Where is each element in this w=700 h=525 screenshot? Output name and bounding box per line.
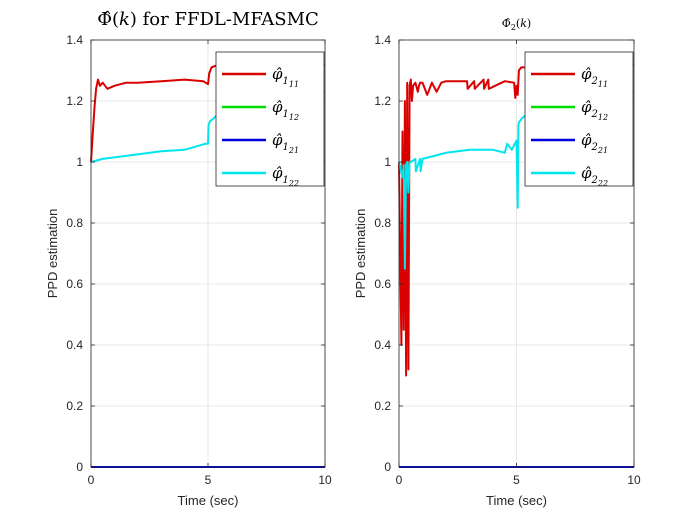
legend-label: φ̂212 [581, 98, 608, 122]
y-tick-label: 0.2 [66, 399, 83, 413]
x-tick-label: 5 [513, 473, 520, 487]
y-tick-label: 0 [76, 460, 83, 474]
y-tick-label: 1 [76, 155, 83, 169]
chart-title: Φ̂(k) for FFDL-MFASMC [97, 9, 319, 30]
x-tick-label: 5 [205, 473, 212, 487]
series-line-1-11 [90, 63, 325, 163]
y-tick-label: 0.6 [374, 277, 391, 291]
legend-label: φ̂211 [581, 65, 608, 89]
y-axis-label: PPD estimation [353, 209, 368, 299]
y-tick-label: 0.8 [66, 216, 83, 230]
legend-box [524, 51, 634, 187]
y-tick-label: 1.2 [66, 94, 83, 108]
y-tick-label: 0.4 [66, 338, 83, 352]
legend-label: φ̂221 [581, 131, 608, 155]
legend-label: φ̂222 [581, 164, 608, 188]
x-tick-label: 10 [627, 473, 641, 487]
y-tick-label: 0.8 [374, 216, 391, 230]
x-tick-label: 0 [396, 473, 403, 487]
y-axis-label: PPD estimation [45, 209, 60, 299]
y-tick-label: 1.2 [374, 94, 391, 108]
x-tick-label: 10 [318, 473, 332, 487]
y-tick-label: 0.6 [66, 277, 83, 291]
y-tick-label: 1 [384, 155, 391, 169]
legend-label: φ̂121 [272, 131, 299, 155]
legend-box [215, 51, 325, 187]
y-tick-label: 1.4 [66, 33, 83, 47]
y-tick-label: 0 [384, 460, 391, 474]
y-tick-label: 0.2 [374, 399, 391, 413]
series-line-2-11 [398, 63, 634, 377]
chart-panel-1: 0 5 10 0 0.2 0.4 0.6 0.8 1 1.2 1.4 Time (sec) PPD es… [45, 9, 332, 508]
x-axis-label: Time (sec) [486, 493, 547, 508]
legend-label: φ̂122 [272, 164, 299, 188]
legend-label: φ̂112 [272, 98, 299, 122]
chart-panel-2: 0 5 10 0 0.2 0.4 0.6 0.8 1 1.2 1.4 Time (sec) PPD es… [353, 17, 641, 508]
y-tick-label: 0.4 [374, 338, 391, 352]
chart-title: Φ̂2(k) [502, 17, 531, 32]
x-axis-label: Time (sec) [178, 493, 239, 508]
y-tick-label: 1.4 [374, 33, 391, 47]
x-tick-label: 0 [88, 473, 95, 487]
legend-label: φ̂111 [272, 65, 299, 89]
series-line-2-22 [398, 90, 635, 270]
